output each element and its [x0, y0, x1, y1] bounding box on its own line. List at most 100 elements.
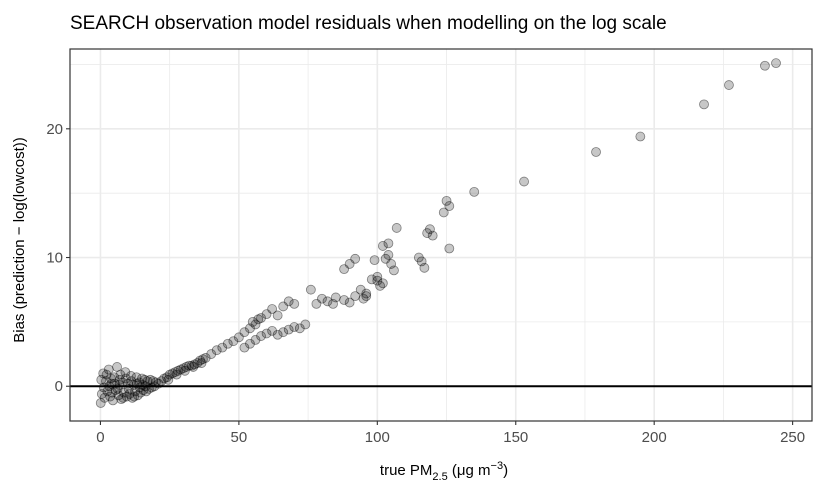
data-point — [283, 324, 294, 335]
data-point — [469, 186, 480, 197]
data-point — [195, 355, 206, 366]
data-point — [372, 271, 383, 282]
x-axis: 0 50 100 150 200 250 — [96, 421, 805, 446]
data-point — [163, 374, 174, 385]
data-point — [261, 328, 272, 339]
data-point — [112, 362, 122, 372]
data-point — [206, 349, 217, 359]
data-point — [305, 284, 316, 295]
data-point — [724, 80, 734, 90]
data-point — [129, 391, 140, 402]
data-point — [119, 387, 129, 398]
data-point — [267, 304, 278, 314]
data-point — [267, 325, 278, 336]
data-point — [283, 296, 294, 307]
data-point — [427, 230, 438, 241]
data-point — [145, 374, 156, 385]
data-point — [386, 259, 397, 269]
data-point — [178, 363, 189, 374]
data-point — [164, 369, 175, 380]
data-point — [330, 292, 341, 303]
data-point — [99, 392, 110, 403]
data-point — [159, 373, 170, 384]
data-point — [419, 262, 430, 273]
data-point — [278, 327, 289, 338]
data-point — [96, 389, 107, 399]
data-point — [124, 389, 135, 399]
data-point — [391, 223, 402, 233]
data-point — [413, 252, 424, 263]
data-point — [127, 392, 138, 403]
data-point — [197, 354, 208, 365]
data-point — [95, 398, 106, 408]
y-axis: 0 10 20 — [46, 121, 70, 395]
data-point — [211, 345, 222, 356]
data-point — [118, 392, 129, 403]
data-point — [135, 387, 146, 398]
data-point — [377, 278, 388, 289]
data-point — [107, 387, 117, 398]
data-point — [188, 362, 199, 372]
data-point — [322, 296, 333, 307]
data-point — [591, 147, 601, 157]
data-point — [380, 253, 391, 264]
data-point — [170, 367, 181, 377]
panel-border — [69, 48, 813, 422]
data-point — [344, 259, 355, 269]
data-point — [272, 329, 283, 340]
data-point — [132, 390, 143, 401]
data-point — [699, 99, 709, 110]
x-tick-label: 0 — [96, 429, 104, 446]
data-point — [261, 309, 272, 320]
data-point — [760, 60, 770, 71]
data-point — [289, 298, 300, 309]
data-point — [103, 364, 114, 375]
data-point — [444, 243, 455, 254]
x-tick-label: 150 — [503, 429, 528, 446]
data-point — [139, 374, 150, 385]
data-point — [120, 367, 131, 377]
data-point — [377, 241, 388, 251]
data-point — [245, 338, 255, 349]
chart-title: SEARCH observation model residuals when … — [70, 13, 667, 34]
data-point — [167, 368, 178, 379]
data-point — [137, 373, 147, 384]
data-point — [519, 176, 529, 187]
data-point — [256, 313, 266, 323]
data-point — [217, 342, 228, 353]
data-point — [372, 275, 383, 286]
data-point — [250, 335, 261, 345]
data-point — [350, 291, 361, 302]
data-point — [192, 358, 203, 368]
data-point — [311, 298, 322, 309]
data-point — [228, 336, 239, 347]
data-point — [247, 316, 258, 327]
data-point — [186, 360, 197, 371]
data-point — [369, 255, 380, 266]
data-point — [361, 291, 372, 302]
data-point — [105, 391, 116, 402]
data-point — [328, 298, 338, 309]
data-point — [115, 369, 126, 380]
y-tick-label: 10 — [46, 250, 63, 267]
data-point — [121, 391, 132, 402]
data-point — [196, 358, 207, 368]
data-point — [189, 359, 200, 370]
data-point — [344, 297, 355, 308]
data-point — [375, 280, 385, 291]
data-point — [106, 373, 116, 384]
data-point — [253, 314, 264, 325]
data-point — [441, 195, 452, 206]
data-point — [131, 372, 142, 383]
y-axis-label: Bias (prediction − log(lowcost)) — [11, 137, 28, 343]
data-point — [256, 331, 266, 341]
data-point — [361, 288, 372, 299]
data-point — [184, 360, 194, 371]
data-point — [96, 374, 107, 385]
data-point — [200, 353, 211, 363]
data-point — [116, 394, 127, 405]
data-point — [108, 395, 118, 406]
data-point — [339, 295, 350, 305]
data-point — [250, 319, 261, 330]
x-axis-label: true PM2.5 (μg m−3) — [380, 460, 508, 483]
